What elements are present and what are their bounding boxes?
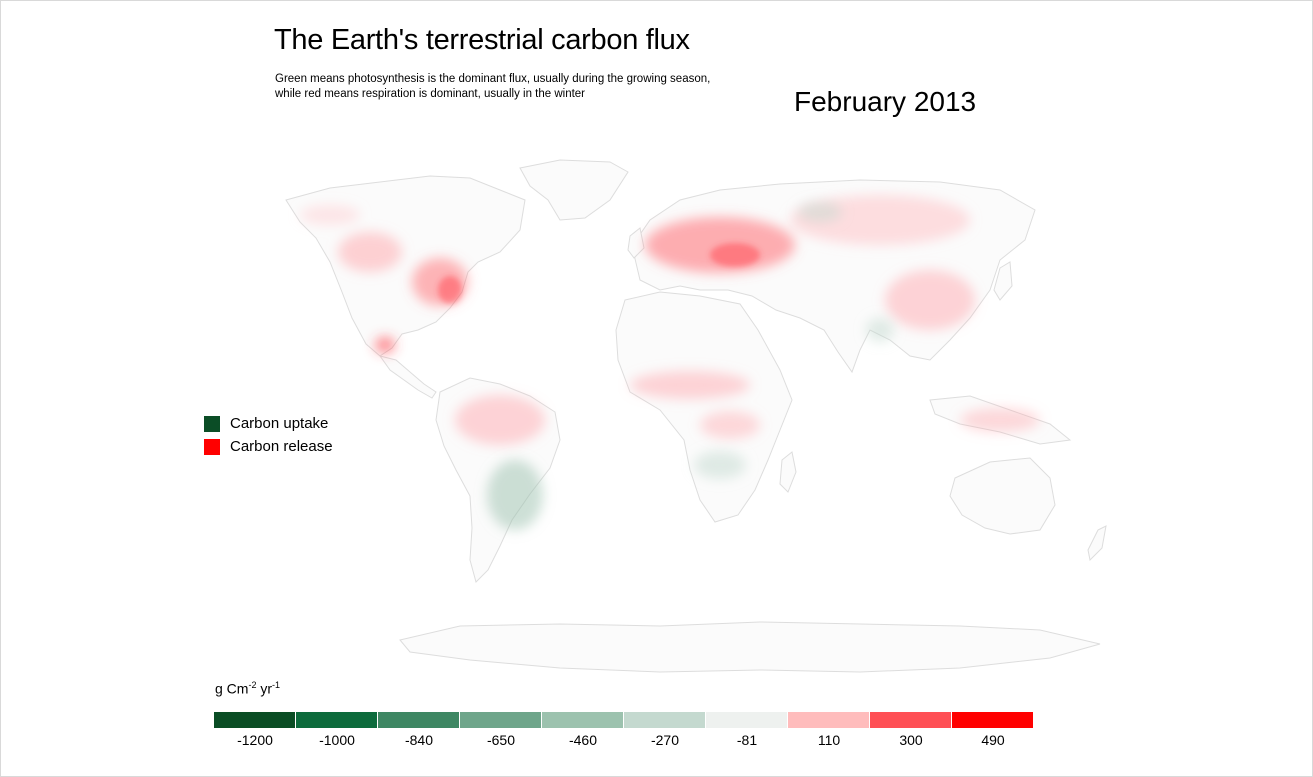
carbon-uptake-areas bbox=[487, 202, 894, 530]
flux-shading bbox=[300, 195, 1040, 530]
colorbar-bin bbox=[542, 712, 623, 728]
central-america-outline bbox=[378, 355, 437, 399]
hotspot-ukraine bbox=[710, 243, 760, 267]
colorbar-bin bbox=[296, 712, 377, 728]
page-title: The Earth's terrestrial carbon flux bbox=[274, 24, 690, 56]
colorbar bbox=[214, 712, 1034, 728]
colorbar-bin bbox=[870, 712, 951, 728]
unit-base: g Cm bbox=[215, 680, 249, 697]
legend-item-uptake: Carbon uptake bbox=[204, 412, 333, 435]
release-amazon bbox=[455, 395, 545, 445]
release-mexico bbox=[375, 337, 395, 353]
uptake-southern-south-america bbox=[487, 460, 543, 530]
legend-label-release: Carbon release bbox=[230, 438, 333, 455]
madagascar-outline bbox=[779, 451, 797, 493]
colorbar-unit-label: g Cm-2 yr-1 bbox=[215, 680, 280, 697]
colorbar-bin bbox=[624, 712, 705, 728]
legend-label-uptake: Carbon uptake bbox=[230, 415, 329, 432]
release-indonesia bbox=[960, 408, 1040, 432]
colorbar-tick-label: -1200 bbox=[237, 732, 273, 748]
carbon-release-areas bbox=[300, 195, 1040, 445]
unit-exp-1: -2 bbox=[248, 680, 257, 690]
subtitle-line-1: Green means photosynthesis is the domina… bbox=[275, 73, 711, 85]
subtitle-line-2: while red means respiration is dominant,… bbox=[275, 88, 586, 100]
uptake-southern-africa bbox=[694, 451, 746, 479]
colorbar-tick-label: -81 bbox=[736, 732, 758, 748]
release-hotspots bbox=[438, 243, 760, 304]
colorbar-bin bbox=[460, 712, 541, 728]
page-subtitle: Green means photosynthesis is the domina… bbox=[275, 72, 795, 102]
legend-item-release: Carbon release bbox=[204, 435, 333, 458]
colorbar-tick-label: -840 bbox=[404, 732, 434, 748]
uptake-central-siberia bbox=[798, 202, 842, 222]
unit-mid: yr bbox=[256, 680, 273, 697]
colorbar-bin bbox=[952, 712, 1033, 728]
flux-legend: Carbon uptake Carbon release bbox=[204, 412, 333, 458]
colorbar-tick-label: -270 bbox=[650, 732, 680, 748]
colorbar-bin bbox=[378, 712, 459, 728]
release-western-na bbox=[338, 232, 402, 272]
colorbar-tick-label: 300 bbox=[899, 732, 923, 748]
colorbar-tick-label: 490 bbox=[981, 732, 1005, 748]
release-greenland-edge bbox=[300, 205, 360, 225]
colorbar-tick-label: 110 bbox=[817, 732, 841, 748]
hotspot-ohio-valley bbox=[438, 276, 462, 304]
date-label: February 2013 bbox=[794, 86, 977, 117]
colorbar-bin bbox=[788, 712, 869, 728]
australia-outline bbox=[949, 457, 1056, 535]
japan-outline bbox=[993, 261, 1013, 301]
colorbar-ticks: -1200 -1000 -840 -650 -460 -270 -81 110 300 490 bbox=[214, 732, 1034, 748]
colorbar-tick-label: -1000 bbox=[319, 732, 355, 748]
uk-outline bbox=[627, 227, 645, 259]
colorbar-bin bbox=[706, 712, 787, 728]
greenland-outline bbox=[519, 159, 629, 221]
colorbar-tick-label: -460 bbox=[568, 732, 598, 748]
release-europe-russia bbox=[645, 217, 795, 273]
north-america-outline bbox=[285, 175, 526, 357]
africa-outline bbox=[615, 291, 793, 523]
uptake-swatch bbox=[204, 415, 220, 432]
colorbar-tick-label: -650 bbox=[486, 732, 516, 748]
release-swatch bbox=[204, 438, 220, 455]
new-zealand-outline bbox=[1087, 525, 1107, 562]
unit-exp-2: -1 bbox=[272, 680, 281, 690]
release-east-asia bbox=[885, 270, 975, 330]
uptake-southeast-asia bbox=[866, 318, 894, 342]
antarctica-outline bbox=[399, 621, 1101, 673]
release-central-africa bbox=[700, 411, 760, 439]
colorbar-bin bbox=[214, 712, 295, 728]
release-sahel bbox=[630, 371, 750, 399]
